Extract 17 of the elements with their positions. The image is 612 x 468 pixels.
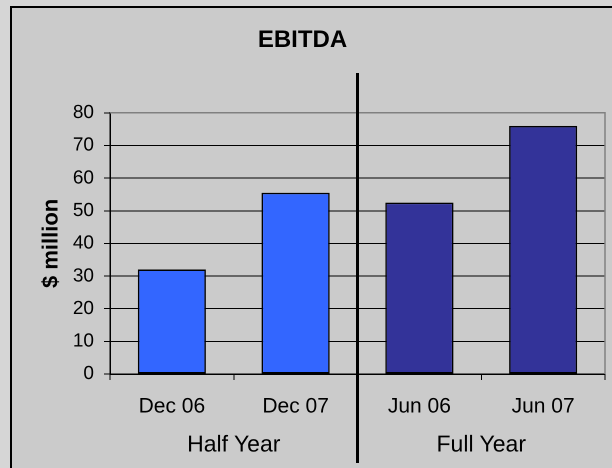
chart-title: EBITDA (258, 26, 348, 54)
y-tick-label: 50 (72, 200, 94, 221)
x-tick-label: Dec 07 (262, 394, 329, 418)
y-tick-label: 60 (72, 167, 94, 188)
y-tick-label: 80 (72, 102, 94, 124)
y-tick-label: 20 (72, 298, 94, 319)
y-tick-label: 10 (72, 330, 94, 352)
x-tick-label: Jun 06 (388, 394, 451, 418)
text: Half Year (187, 430, 281, 456)
x-tick-label: Dec 06 (138, 394, 206, 418)
text: Full Year (436, 430, 526, 456)
y-tick-label: 0 (83, 363, 94, 384)
x-tick-label: Jun 07 (512, 394, 575, 418)
y-tick-label: 70 (72, 134, 94, 156)
y-tick-label: 40 (72, 232, 94, 254)
y-axis-title: $ million (37, 198, 62, 288)
y-tick-label: 30 (72, 265, 94, 286)
